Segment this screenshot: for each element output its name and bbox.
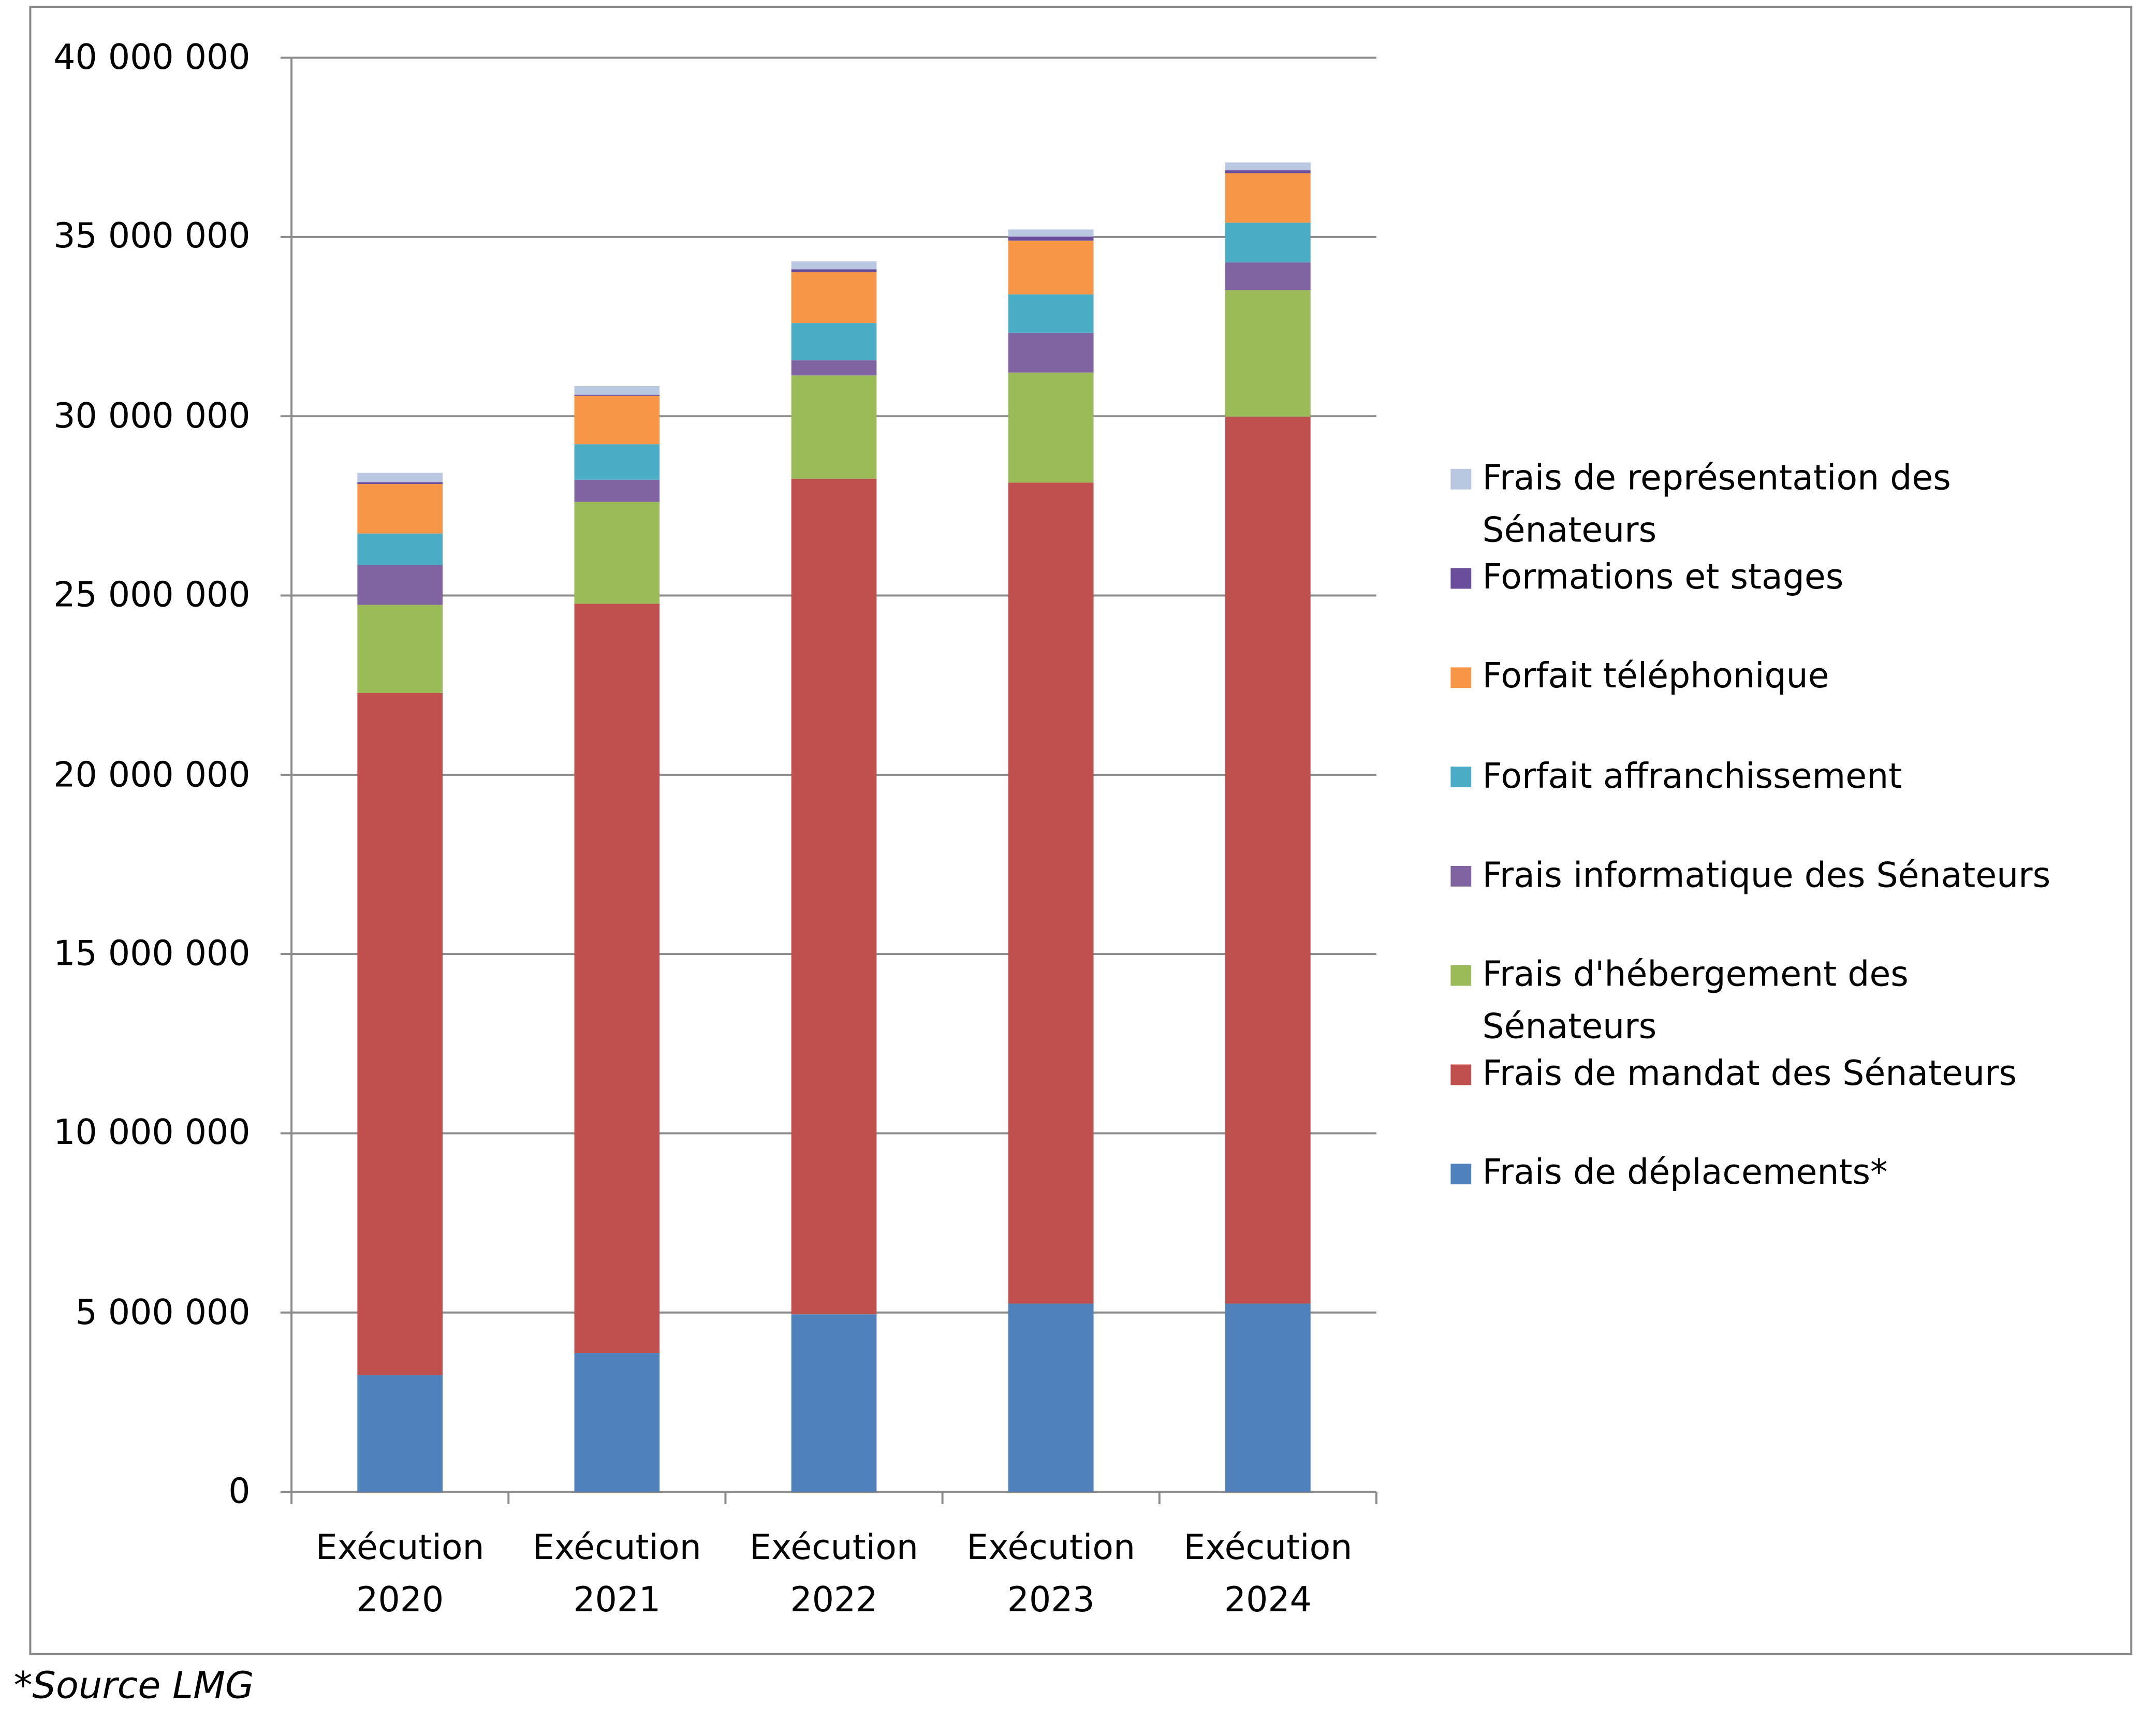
bar-segment (1225, 170, 1311, 173)
bar-segment (1225, 162, 1311, 171)
y-tick-label: 10 000 000 (53, 1112, 251, 1153)
legend-swatch (1450, 568, 1472, 589)
bar-segment (791, 323, 877, 361)
bar-segment (357, 484, 443, 534)
bar-segment (357, 565, 443, 605)
bar-segment (357, 533, 443, 565)
legend-label: Frais de déplacements* (1482, 1153, 1888, 1193)
bar-segment (1225, 223, 1311, 263)
legend-label: Forfait téléphonique (1482, 656, 1829, 697)
bar-segment (574, 394, 660, 396)
y-tick-label: 5 000 000 (75, 1291, 251, 1332)
x-tick-label: Exécution 2024 (1183, 1527, 1353, 1620)
bar-segment (574, 604, 660, 1354)
bar-segment (357, 1375, 443, 1492)
legend-label: Frais de mandat des Sénateurs (1482, 1053, 2017, 1094)
bar-segment (791, 272, 877, 324)
y-tick-label: 40 000 000 (53, 37, 251, 77)
legend-label: Frais informatique des Sénateurs (1482, 855, 2051, 895)
bar-segment (357, 693, 443, 1375)
legend-label: Frais d'hébergement des Sénateurs (1482, 954, 1909, 1047)
bar-segment (1225, 416, 1311, 1304)
x-tick-label: Exécution 2023 (966, 1527, 1136, 1620)
x-tick-label: Exécution 2021 (532, 1527, 701, 1620)
bar-segment (1225, 1303, 1311, 1492)
legend-swatch (1450, 865, 1472, 887)
bar-segment (574, 479, 660, 502)
bar-segment (1008, 482, 1094, 1304)
bar-segment (357, 605, 443, 693)
bar-segment (1225, 290, 1311, 417)
bar-segment (357, 482, 443, 484)
bar-segment (1225, 262, 1311, 290)
legend-swatch (1450, 767, 1472, 787)
footnote: *Source LMG (13, 1665, 254, 1708)
bar-segment (357, 473, 443, 482)
bar-segment (791, 1314, 877, 1492)
y-tick-label: 25 000 000 (53, 575, 251, 615)
y-tick-label: 20 000 000 (53, 754, 251, 795)
bar-segment (1008, 372, 1094, 483)
bar-segment (791, 261, 877, 270)
bar-segment (574, 386, 660, 395)
legend-label: Forfait affranchissement (1482, 755, 1902, 796)
bar-segment (791, 269, 877, 272)
chart-border (29, 6, 2133, 1655)
bar-segment (1008, 332, 1094, 373)
x-tick-label: Exécution 2020 (315, 1527, 485, 1620)
bar-segment (1225, 173, 1311, 223)
y-tick-label: 0 (228, 1471, 251, 1511)
legend-label: Frais de représentation des Sénateurs (1482, 458, 1951, 550)
bar-segment (1008, 294, 1094, 333)
x-tick-label: Exécution 2022 (750, 1527, 918, 1620)
legend-swatch (1450, 468, 1472, 490)
bar-segment (574, 502, 660, 604)
legend-swatch (1450, 1064, 1472, 1085)
y-tick-label: 35 000 000 (53, 216, 251, 257)
bar-segment (1008, 237, 1094, 241)
legend-swatch (1450, 667, 1472, 688)
bar-segment (791, 375, 877, 479)
y-tick-label: 15 000 000 (53, 933, 251, 974)
bar-segment (1008, 1303, 1094, 1492)
legend-swatch (1450, 965, 1472, 986)
bar-segment (574, 444, 660, 480)
bar-segment (1008, 229, 1094, 237)
bar-segment (791, 360, 877, 376)
legend-label: Formations et stages (1482, 557, 1844, 597)
bar-segment (574, 395, 660, 445)
y-tick-label: 30 000 000 (53, 395, 251, 436)
bar-segment (574, 1353, 660, 1492)
bar-segment (791, 478, 877, 1315)
legend-swatch (1450, 1164, 1472, 1185)
bar-segment (1008, 240, 1094, 295)
